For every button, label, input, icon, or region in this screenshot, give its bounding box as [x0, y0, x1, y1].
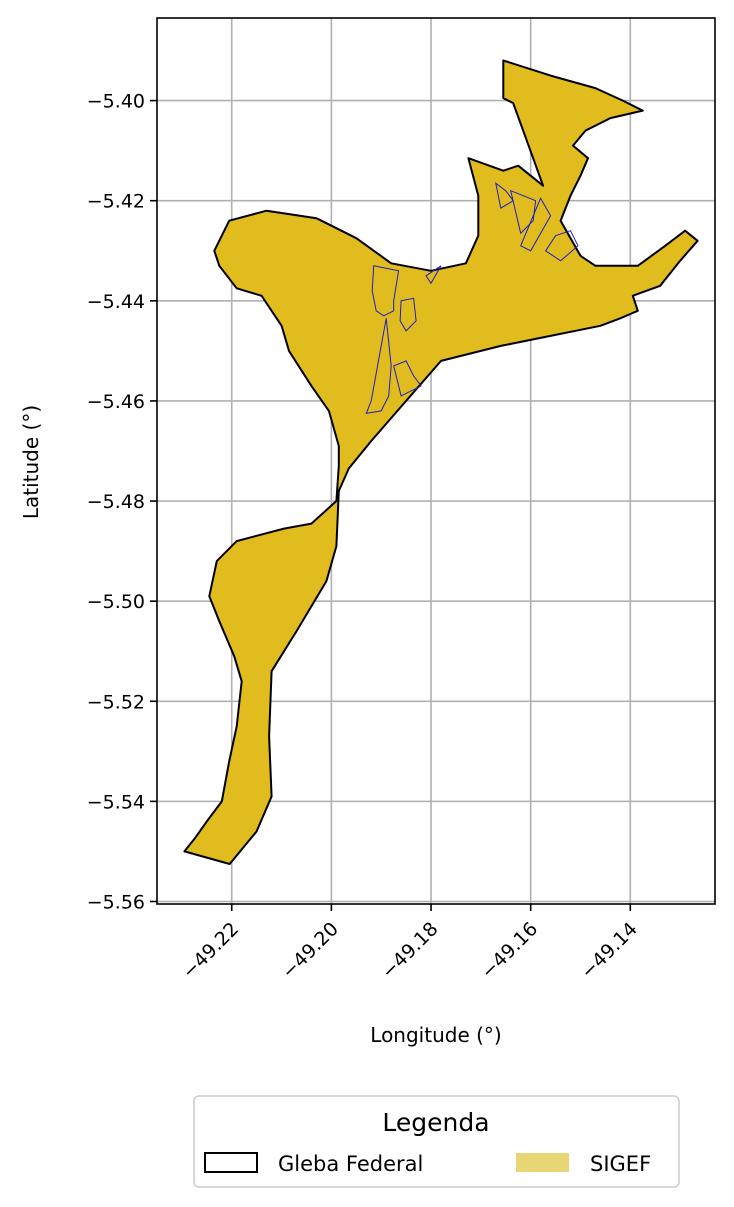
y-tick-label: −5.42: [87, 191, 145, 213]
y-tick-label: −5.48: [87, 491, 145, 513]
sigef-parcel: [393, 360, 422, 397]
x-tick-label: −49.14: [577, 918, 642, 983]
y-tick-label: −5.46: [87, 391, 145, 413]
legend-swatch-sigef: [516, 1153, 569, 1172]
x-tick-label: −49.16: [477, 918, 542, 983]
gridlines: [157, 18, 715, 904]
legend: Legenda Gleba Federal SIGEF: [193, 1095, 680, 1188]
sigef-parcel: [399, 297, 417, 332]
legend-label-sigef: SIGEF: [590, 1152, 651, 1176]
sigef-parcel: [371, 265, 400, 317]
x-tick-label: −49.18: [377, 918, 442, 983]
y-tick-label: −5.40: [87, 91, 145, 113]
sigef-parcels: [365, 182, 579, 415]
legend-title: Legenda: [382, 1108, 489, 1137]
x-axis-title: Longitude (°): [370, 1023, 501, 1047]
sigef-parcel: [365, 318, 392, 415]
legend-label-gleba-federal: Gleba Federal: [278, 1152, 423, 1176]
x-axis-ticks: −49.22 −49.20 −49.18 −49.16 −49.14: [178, 904, 642, 983]
y-tick-label: −5.44: [87, 291, 145, 313]
x-tick-label: −49.22: [178, 918, 243, 983]
y-tick-label: −5.50: [87, 591, 145, 613]
sigef-parcel: [425, 265, 442, 285]
gleba-federal-polygon: [183, 59, 699, 865]
y-axis-title: Latitude (°): [19, 405, 43, 519]
plot-frame: [156, 17, 716, 905]
sigef-parcel: [544, 230, 579, 262]
y-tick-label: −5.52: [87, 691, 145, 713]
y-axis-ticks: −5.40 −5.42 −5.44 −5.46 −5.48 −5.50 −5.52 −5.54…: [87, 91, 157, 913]
y-tick-label: −5.54: [87, 791, 145, 813]
y-tick-label: −5.56: [87, 891, 145, 913]
legend-swatch-gleba-federal: [204, 1152, 258, 1173]
sigef-parcel: [509, 189, 537, 235]
sigef-parcel: [520, 197, 552, 252]
x-tick-label: −49.20: [278, 918, 343, 983]
